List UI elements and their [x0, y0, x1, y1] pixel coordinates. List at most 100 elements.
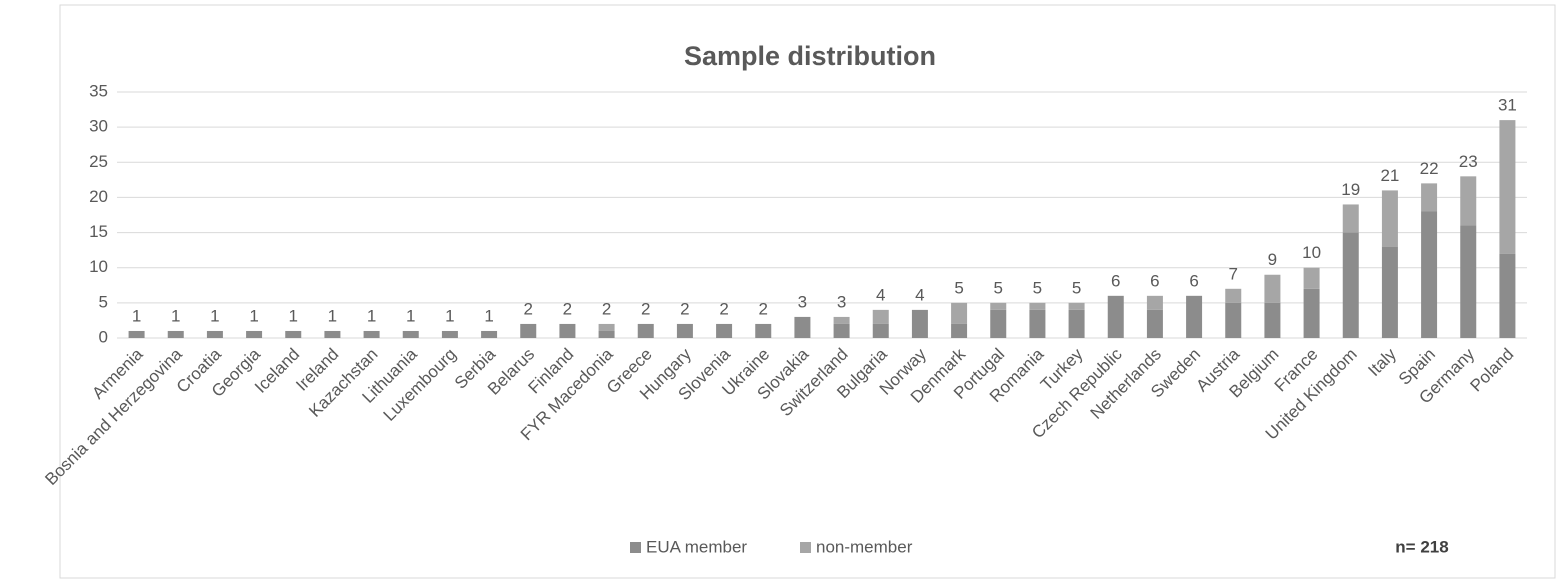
- bar-segment: [716, 323, 733, 338]
- data-label: 2: [524, 299, 533, 318]
- bar-segment: [1460, 225, 1477, 338]
- bar-segment: [1029, 302, 1046, 310]
- annotation: n= 218: [1395, 537, 1448, 556]
- y-tick-label: 15: [89, 222, 108, 241]
- bar-segment: [1146, 309, 1163, 338]
- bar-segment: [1264, 302, 1281, 338]
- y-tick-label: 10: [89, 257, 108, 276]
- data-label: 6: [1150, 271, 1159, 290]
- y-tick-label: 35: [89, 81, 108, 100]
- bar-segment: [481, 330, 498, 338]
- y-tick-label: 30: [89, 117, 108, 136]
- legend-label: EUA member: [646, 537, 747, 556]
- data-label: 1: [484, 306, 493, 325]
- bar-segment: [167, 330, 184, 338]
- data-label: 1: [367, 306, 376, 325]
- data-label: 21: [1380, 166, 1399, 185]
- bar-segment: [441, 330, 458, 338]
- bar-segment: [598, 330, 615, 338]
- bar-segment: [1381, 246, 1398, 338]
- bar-segment: [1460, 176, 1477, 226]
- bar-segment: [755, 323, 772, 338]
- bar-segment: [1421, 183, 1438, 212]
- data-label: 1: [249, 306, 258, 325]
- bar-segment: [1342, 232, 1359, 338]
- bar-segment: [911, 309, 928, 338]
- bar-segment: [676, 323, 693, 338]
- bar-segment: [1186, 295, 1203, 338]
- bar-segment: [951, 323, 968, 338]
- bar-segment: [833, 323, 850, 338]
- data-label: 6: [1189, 271, 1198, 290]
- chart-title: Sample distribution: [684, 41, 936, 71]
- x-tick-label: Poland: [1467, 345, 1518, 396]
- bar-segment: [402, 330, 419, 338]
- data-label: 1: [210, 306, 219, 325]
- bar-segment: [1381, 190, 1398, 247]
- data-label: 3: [837, 292, 846, 311]
- data-label: 1: [132, 306, 141, 325]
- data-label: 23: [1459, 152, 1478, 171]
- bar-segment: [1342, 204, 1359, 233]
- data-label: 2: [641, 299, 650, 318]
- bar-segment: [1303, 288, 1320, 338]
- bar-segment: [285, 330, 302, 338]
- bar-segment: [206, 330, 223, 338]
- data-label: 5: [1072, 278, 1081, 297]
- data-label: 9: [1268, 250, 1277, 269]
- bar-segment: [520, 323, 537, 338]
- bar-segment: [872, 309, 889, 324]
- bar-segment: [1264, 274, 1281, 303]
- bar-segment: [990, 302, 1007, 310]
- data-label: 2: [563, 299, 572, 318]
- bar-segment: [990, 309, 1007, 338]
- data-label: 19: [1341, 180, 1360, 199]
- y-tick-label: 20: [89, 187, 108, 206]
- legend-swatch: [630, 542, 641, 553]
- data-label: 1: [406, 306, 415, 325]
- bar-segment: [1303, 267, 1320, 289]
- data-label: 1: [289, 306, 298, 325]
- bar-segment: [951, 302, 968, 324]
- data-label: 1: [171, 306, 180, 325]
- data-label: 10: [1302, 243, 1321, 262]
- legend-label: non-member: [816, 537, 913, 556]
- bar-segment: [1499, 120, 1516, 254]
- data-label: 1: [328, 306, 337, 325]
- data-label: 3: [798, 292, 807, 311]
- bar-segment: [1421, 211, 1438, 338]
- data-label: 1: [445, 306, 454, 325]
- data-label: 2: [602, 299, 611, 318]
- bar-segment: [246, 330, 263, 338]
- bar-segment: [1146, 295, 1163, 310]
- y-tick-label: 0: [99, 327, 108, 346]
- bar-segment: [833, 316, 850, 324]
- bar-segment: [324, 330, 341, 338]
- bar-segment: [363, 330, 380, 338]
- data-label: 31: [1498, 96, 1517, 115]
- bar-segment: [1029, 309, 1046, 338]
- data-label: 5: [1033, 278, 1042, 297]
- data-label: 6: [1111, 271, 1120, 290]
- data-label: 2: [680, 299, 689, 318]
- y-tick-label: 25: [89, 152, 108, 171]
- x-tick-label: Iceland: [251, 345, 303, 397]
- data-label: 4: [876, 285, 885, 304]
- data-label: 2: [759, 299, 768, 318]
- chart-frame: [59, 4, 1556, 579]
- bar-segment: [872, 323, 889, 338]
- bar-segment: [1107, 295, 1124, 338]
- bar-segment: [128, 330, 145, 338]
- data-label: 4: [915, 285, 924, 304]
- bar-segment: [1068, 309, 1085, 338]
- bar-segment: [1499, 253, 1516, 338]
- bar-segment: [1225, 288, 1242, 303]
- legend-swatch: [800, 542, 811, 553]
- data-label: 5: [994, 278, 1003, 297]
- bar-segment: [559, 323, 576, 338]
- bar-segment: [637, 323, 654, 338]
- bar-segment: [1225, 302, 1242, 338]
- bar-segment: [598, 323, 615, 331]
- data-label: 22: [1420, 159, 1439, 178]
